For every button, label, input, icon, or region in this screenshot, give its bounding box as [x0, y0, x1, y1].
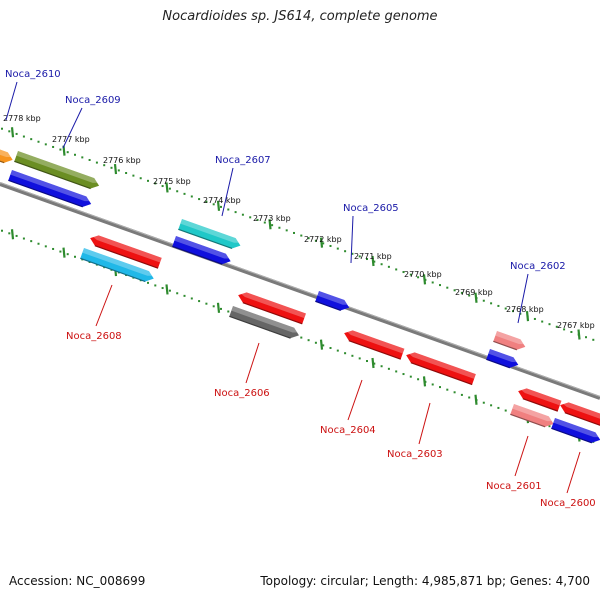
gene-leader-line	[95, 284, 113, 327]
gene-label: Noca_2602	[510, 261, 566, 272]
gene-label: Noca_2600	[540, 498, 596, 509]
gene-arrow	[178, 219, 242, 250]
gene-noca-2607: Noca_2607	[178, 155, 271, 250]
gene-noca-2603: Noca_2603	[387, 352, 476, 460]
gene-label: Noca_2604	[320, 425, 376, 436]
gene-leader-line	[347, 379, 363, 421]
gene-arrow	[315, 291, 351, 311]
gene-leader-line	[514, 435, 529, 477]
tick-label: 2773 kbp	[253, 214, 291, 223]
gene-arrow	[406, 352, 476, 386]
gene-feature	[80, 248, 155, 283]
gene-noca-2609: Noca_2609	[14, 95, 121, 190]
gene-feature	[8, 170, 93, 208]
gene-track: Noca_2610 Noca_2609 Noca_2607 Noca_2605 Noca…	[0, 69, 600, 509]
gene-noca-2610: Noca_2610	[0, 69, 61, 164]
gene-label: Noca_2610	[5, 69, 61, 80]
gene-leader-line	[517, 273, 529, 324]
gene-feature	[229, 306, 300, 339]
tick-label: 2778 kbp	[3, 114, 41, 123]
gene-arrow	[486, 349, 520, 369]
tick-label: 2775 kbp	[153, 177, 191, 186]
gene-arrow	[172, 236, 232, 265]
gene-label: Noca_2605	[343, 203, 399, 214]
gene-leader-line	[221, 167, 234, 217]
gene-arrow	[80, 248, 155, 283]
gene-feature	[486, 349, 520, 369]
gene-noca-2608: Noca_2608	[66, 235, 162, 342]
tick-label: 2768 kbp	[506, 305, 544, 314]
gene-label: Noca_2609	[65, 95, 121, 106]
accession-text: Accession: NC_008699	[9, 574, 146, 588]
gene-noca-2602: Noca_2602	[493, 261, 566, 351]
tick-label: 2769 kbp	[455, 288, 493, 297]
tick-label: 2771 kbp	[354, 252, 392, 261]
gene-noca-2601: Noca_2601	[486, 388, 562, 492]
gene-feature	[172, 236, 232, 265]
tick-label: 2777 kbp	[52, 135, 90, 144]
gene-leader-line	[350, 215, 354, 264]
gene-label: Noca_2601	[486, 481, 542, 492]
gene-arrow	[344, 330, 405, 360]
gene-label: Noca_2603	[387, 449, 443, 460]
gene-label: Noca_2606	[214, 388, 270, 399]
gene-leader-line	[62, 107, 83, 149]
gene-arrow	[90, 235, 162, 269]
gene-noca-2604: Noca_2604	[320, 330, 405, 436]
tick-label: 2774 kbp	[203, 196, 241, 205]
gene-feature	[551, 418, 600, 444]
gene-label: Noca_2607	[215, 155, 271, 166]
tick-label: 2776 kbp	[103, 156, 141, 165]
genome-summary-text: Topology: circular; Length: 4,985,871 bp…	[260, 574, 590, 588]
gene-arrow	[238, 292, 306, 325]
tick-label: 2770 kbp	[404, 270, 442, 279]
tick-label: 2772 kbp	[304, 235, 342, 244]
gene-arrow	[229, 306, 300, 339]
gene-leader-line	[5, 81, 18, 121]
gene-arrow	[560, 402, 600, 428]
tick-label: 2767 kbp	[557, 321, 595, 330]
gene-arrow	[493, 331, 527, 351]
gene-label: Noca_2608	[66, 331, 122, 342]
gene-leader-line	[566, 451, 581, 494]
gene-arrow	[518, 388, 562, 412]
gene-noca-2606: Noca_2606	[214, 292, 306, 399]
gene-arrow	[0, 146, 14, 164]
gene-noca-2605: Noca_2605	[315, 203, 399, 311]
gene-arrow	[510, 404, 555, 428]
gene-noca-2600: Noca_2600	[540, 402, 600, 509]
gene-arrow	[551, 418, 600, 444]
scale-ticks: 2778 kbp 2777 kbp 2776 kbp 2775 kbp 2774 kbp…	[1, 114, 595, 443]
gene-leader-line	[245, 342, 260, 384]
gene-leader-line	[418, 402, 431, 445]
gene-feature	[510, 404, 555, 428]
top-tick-dots	[1, 127, 595, 341]
gene-arrow	[14, 151, 101, 190]
map-title: Nocardioides sp. JS614, complete genome	[162, 9, 438, 24]
gene-arrow	[8, 170, 93, 208]
